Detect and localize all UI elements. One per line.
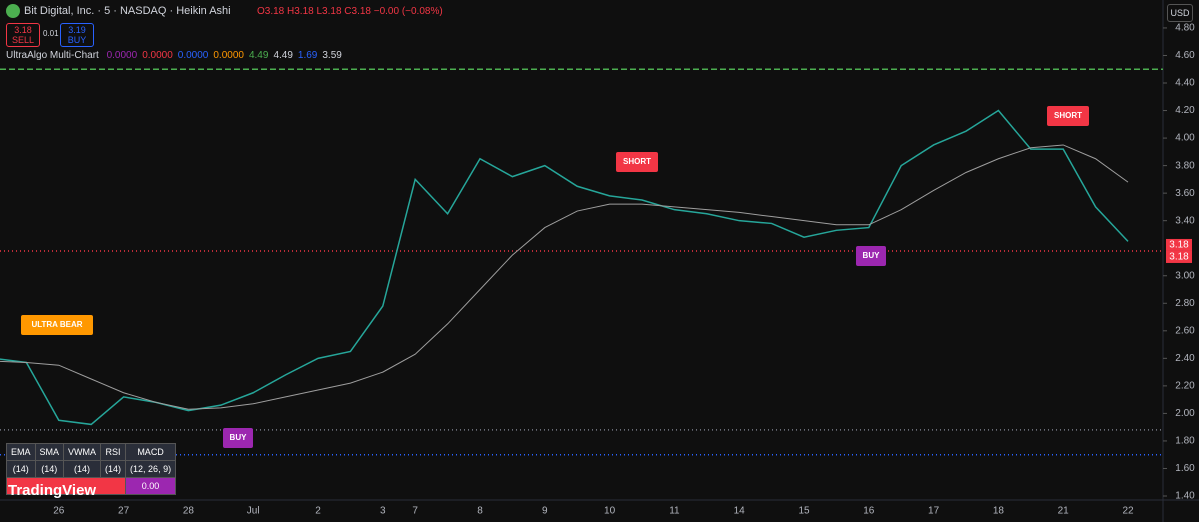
x-tick-label: 8: [477, 506, 483, 517]
symbol-title[interactable]: Bit Digital, Inc. · 5 · NASDAQ · Heikin …: [24, 5, 231, 17]
table-row: 0.00: [5, 477, 177, 495]
table-cell: RSI: [100, 443, 127, 461]
table-cell: [5, 477, 127, 495]
y-tick-label: 4.00: [1175, 133, 1195, 144]
x-tick-label: 9: [542, 506, 548, 517]
sell-label: SELL: [11, 35, 35, 45]
signal-label: SHORT: [1054, 111, 1082, 120]
y-tick-label: 4.40: [1175, 78, 1195, 89]
y-tick-label: 2.00: [1175, 408, 1195, 419]
indicator-value: 4.49: [248, 50, 269, 61]
x-tick-label: 11: [669, 506, 680, 517]
currency[interactable]: USD: [1167, 4, 1193, 22]
table-cell: MACD: [125, 443, 177, 461]
table-cell: 0.00: [125, 477, 177, 495]
x-tick-label: 15: [798, 506, 810, 517]
y-tick-label: 4.80: [1175, 23, 1195, 34]
table-cell: (12, 26, 9): [125, 460, 177, 478]
x-tick-label: Jul: [247, 506, 260, 517]
table-cell: (14): [63, 460, 102, 478]
indicator-value: 4.49: [273, 50, 293, 61]
table-cell: (14): [6, 460, 36, 478]
buy-price: 3.19: [68, 25, 86, 35]
signal-box: [21, 315, 93, 335]
y-tick-label: 1.60: [1175, 463, 1195, 474]
signal-box: [223, 428, 253, 448]
x-tick-label: 7: [412, 506, 418, 517]
indicator-table: EMA SMA VWMA RSI MACD (14) (14) (14) (14) (12, 26…: [5, 443, 177, 495]
y-tick-label: 4.60: [1175, 50, 1195, 61]
price-label: 3.18: [1169, 240, 1189, 251]
table-cell: EMA: [6, 443, 36, 461]
ohlc: O3.18 H3.18 L3.18 C3.18 −0.00 (−0.08%): [257, 6, 443, 17]
table-cell: SMA: [34, 443, 65, 461]
indicator-value: 1.69: [297, 50, 318, 61]
indicator-value: 0.0000: [177, 50, 209, 61]
x-tick-label: 16: [863, 506, 875, 517]
indicator-value: 0.0000: [106, 50, 138, 61]
buy-label: BUY: [67, 35, 87, 45]
y-tick-label: 3.40: [1175, 215, 1195, 226]
y-tick-label: 2.60: [1175, 325, 1195, 336]
x-tick-label: 18: [993, 506, 1005, 517]
signal-box: [856, 246, 886, 266]
series-line: [0, 109, 1129, 426]
y-tick-label: 4.20: [1175, 105, 1195, 116]
table-row: EMA SMA VWMA RSI MACD: [6, 443, 177, 461]
indicator-legend: UltraAlgo Multi-Chart 0.0000 0.0000 0.0000…: [6, 50, 342, 61]
y-tick-label: 3.60: [1175, 188, 1195, 199]
signal-box: [616, 152, 658, 172]
x-tick-label: 28: [183, 506, 195, 517]
x-tick-label: 27: [118, 506, 130, 517]
indicator-value: 0.0000: [213, 50, 244, 61]
symbol-icon: [6, 4, 20, 18]
signal-label: SHORT: [623, 157, 651, 166]
x-tick-label: 3: [380, 506, 386, 517]
y-tick-label: 2.40: [1175, 353, 1195, 364]
signal-box: [1047, 106, 1089, 126]
y-tick-label: 2.80: [1175, 298, 1195, 309]
price-label: 3.18: [1169, 252, 1189, 263]
table-cell: (14): [34, 460, 65, 478]
price-label-box: [1166, 250, 1192, 263]
x-tick-label: 22: [1122, 506, 1134, 517]
logo: TradingView: [8, 482, 97, 499]
sell-button[interactable]: 3.18 SELL: [6, 23, 40, 47]
price-label-box: [1166, 238, 1192, 251]
table-cell: (14): [100, 460, 127, 478]
y-tick-label: 3.00: [1175, 270, 1195, 281]
signal-label: ULTRA BEAR: [31, 320, 82, 329]
x-tick-label: 17: [928, 506, 940, 517]
x-tick-label: 26: [53, 506, 65, 517]
sell-price: 3.18: [14, 25, 32, 35]
buy-button[interactable]: 3.19 BUY: [60, 23, 94, 47]
y-tick-label: 1.40: [1175, 491, 1195, 502]
x-tick-label: 21: [1058, 506, 1070, 517]
indicator-value: 0.0000: [142, 50, 173, 61]
indicator-value: 3.59: [322, 50, 342, 61]
y-tick-label: 2.20: [1175, 381, 1195, 392]
table-row: (14) (14) (14) (14) (12, 26, 9): [6, 460, 177, 478]
signal-label: BUY: [230, 433, 248, 442]
table-cell: VWMA: [63, 443, 102, 461]
x-tick-label: 2: [315, 506, 321, 517]
spread: 0.01: [43, 29, 59, 38]
indicator-name[interactable]: UltraAlgo Multi-Chart: [6, 50, 99, 61]
x-tick-label: 10: [604, 506, 616, 517]
x-tick-label: 14: [734, 506, 746, 517]
series-line: [0, 144, 1129, 410]
signal-label: BUY: [863, 251, 881, 260]
y-tick-label: 3.80: [1175, 160, 1195, 171]
y-tick-label: 1.80: [1175, 436, 1195, 447]
